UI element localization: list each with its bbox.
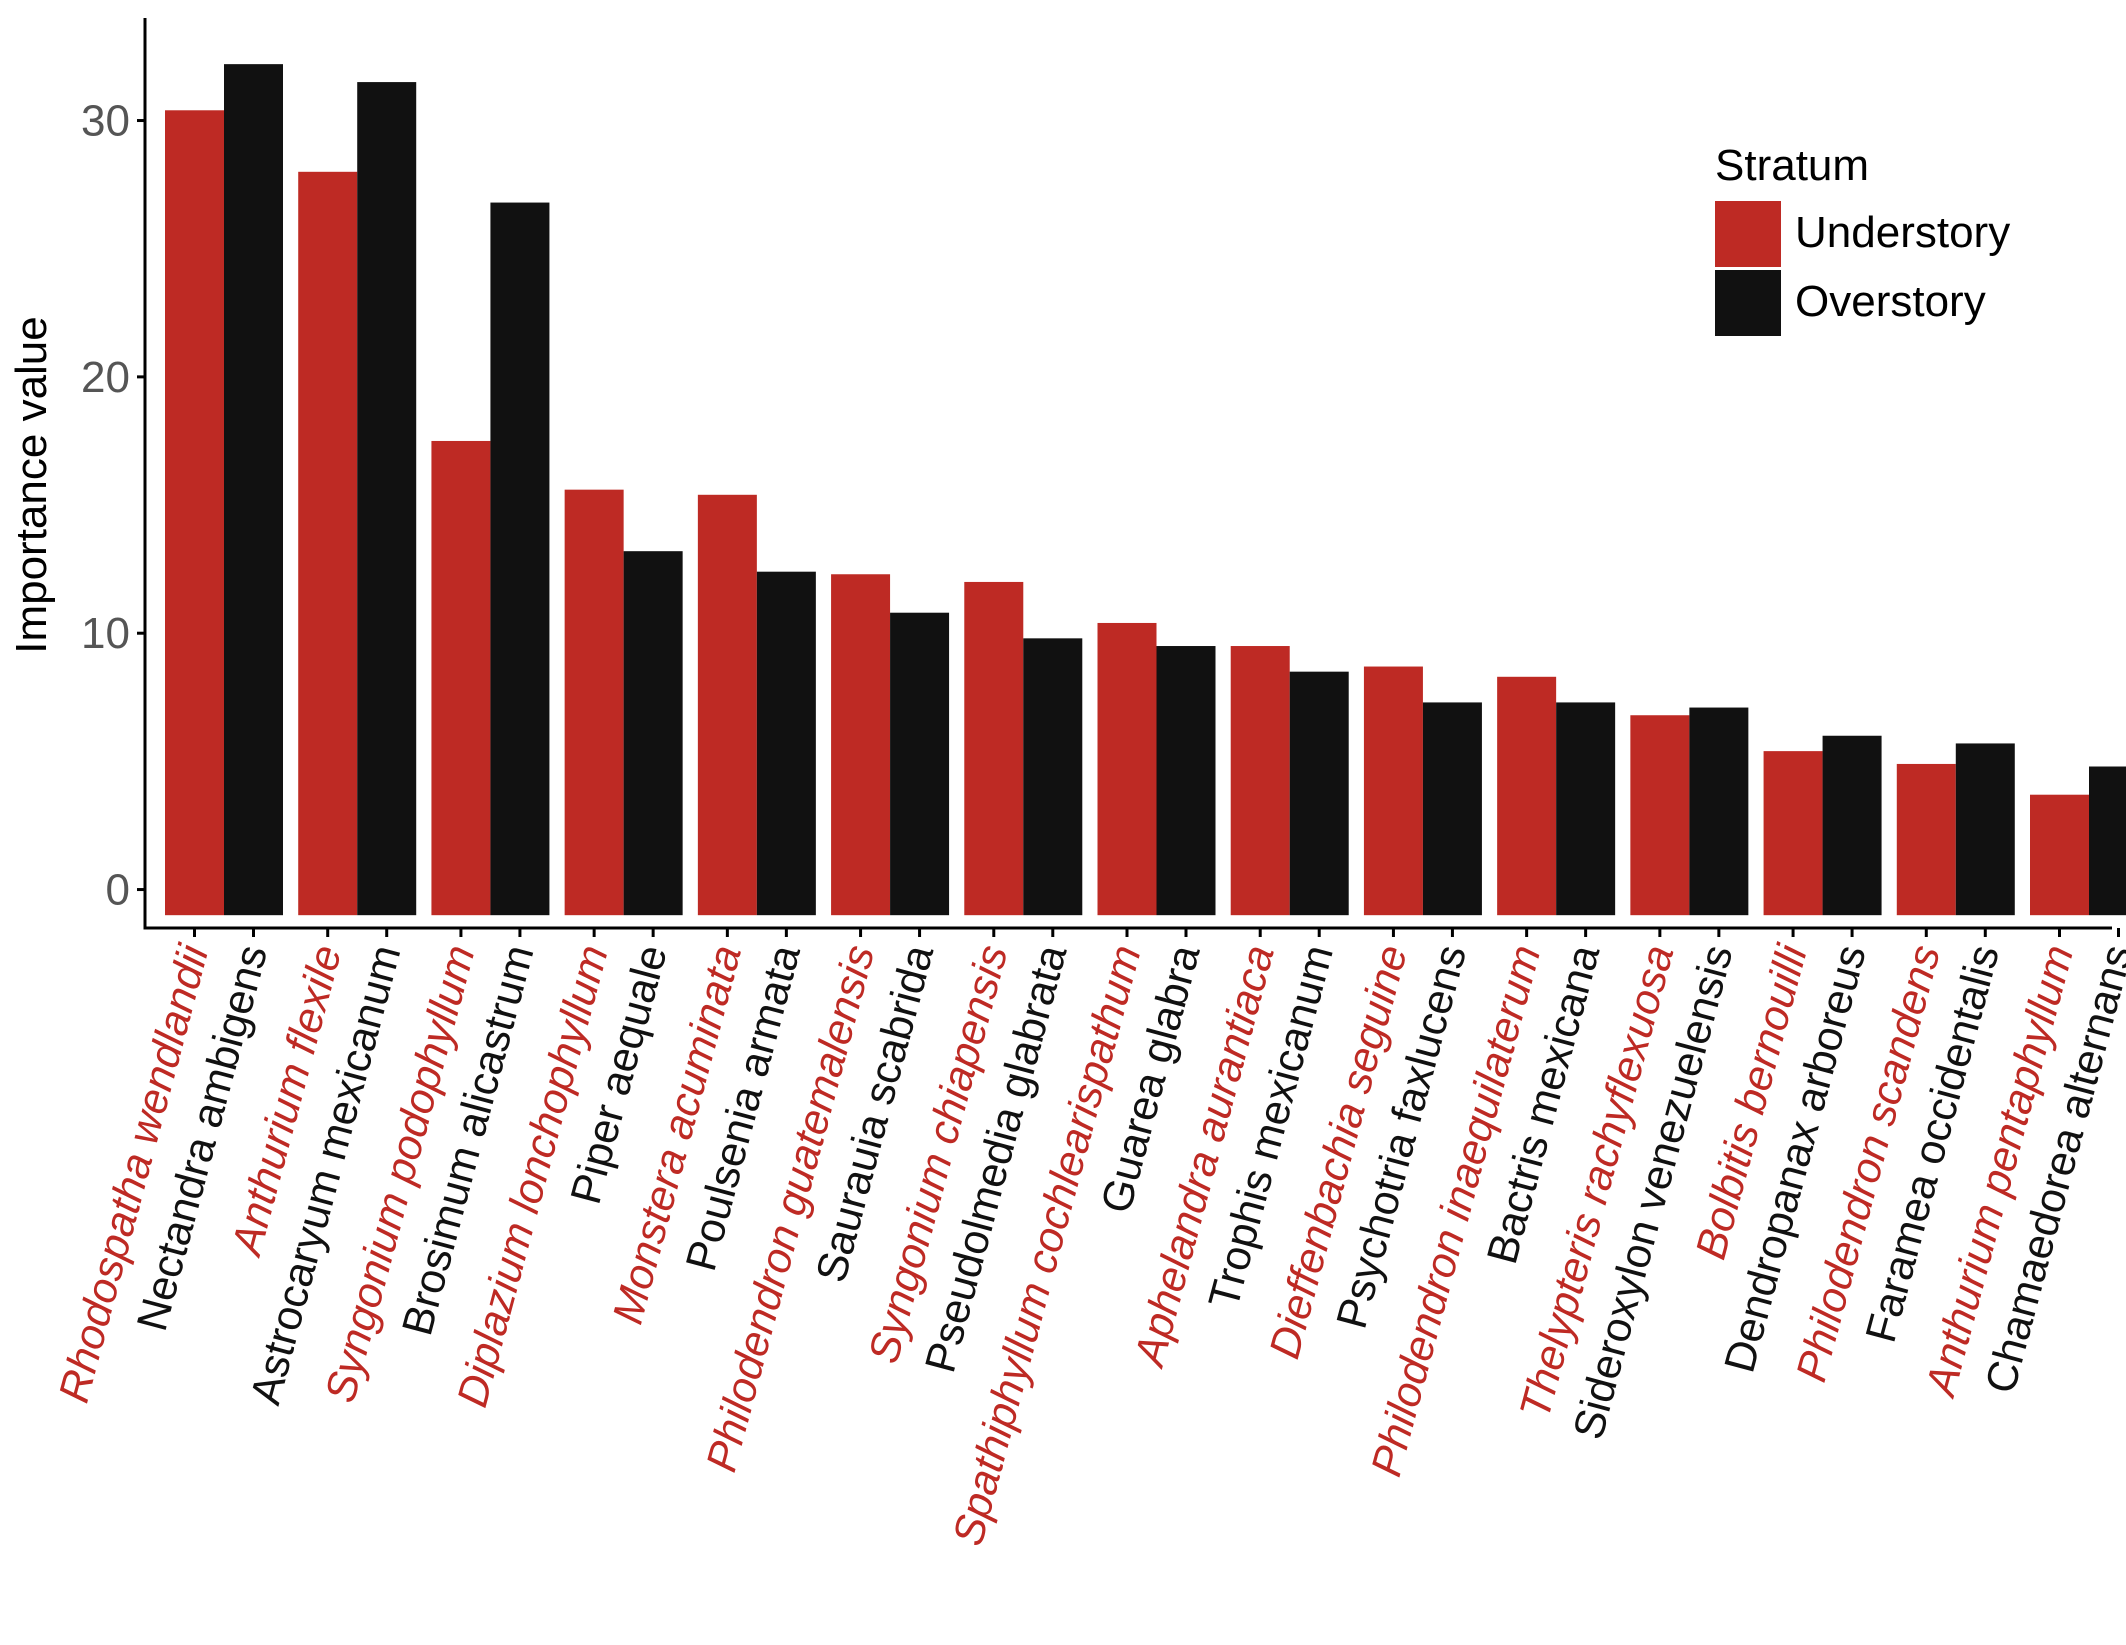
bar-understory-3: [431, 440, 491, 916]
bar-overstory-6: [890, 612, 950, 916]
bar-understory-13: [1763, 751, 1823, 916]
bar-understory-14: [1896, 763, 1956, 916]
bar-overstory-14: [1955, 743, 2015, 916]
y-axis-title: Importance value: [7, 316, 56, 654]
bar-understory-12: [1630, 715, 1690, 916]
legend-label-overstory: Overstory: [1795, 277, 1986, 326]
bar-overstory-13: [1822, 735, 1882, 916]
bar-overstory-8: [1156, 646, 1216, 916]
bar-understory-6: [831, 574, 891, 916]
bar-overstory-7: [1023, 638, 1083, 916]
y-tick-label: 10: [81, 609, 130, 658]
bar-understory-4: [564, 489, 624, 916]
legend-swatch-understory: [1715, 201, 1781, 267]
legend-title: Stratum: [1715, 141, 1869, 190]
bar-understory-15: [2030, 794, 2089, 916]
legend-label-understory: Understory: [1795, 208, 2010, 257]
bar-understory-11: [1497, 676, 1557, 916]
bar-understory-1: [165, 110, 224, 916]
bar-overstory-12: [1689, 707, 1749, 916]
bar-understory-8: [1097, 622, 1157, 916]
y-tick-label: 30: [81, 97, 130, 146]
y-tick-label: 20: [81, 353, 130, 402]
bar-overstory-5: [756, 571, 816, 916]
bar-understory-5: [697, 494, 757, 916]
bar-understory-2: [298, 171, 358, 916]
bar-overstory-2: [357, 82, 417, 916]
bar-understory-7: [964, 581, 1024, 916]
y-tick-label: 0: [106, 866, 130, 915]
bar-overstory-9: [1289, 671, 1349, 916]
bar-overstory-15: [2089, 766, 2126, 916]
bar-overstory-1: [224, 64, 283, 916]
legend-swatch-overstory: [1715, 270, 1781, 336]
bar-overstory-4: [623, 551, 683, 916]
bar-overstory-11: [1556, 702, 1616, 916]
bar-understory-10: [1363, 666, 1423, 916]
bar-overstory-3: [490, 202, 550, 916]
bar-understory-9: [1230, 646, 1290, 916]
y-ticks: 0 10 20 30: [81, 97, 145, 915]
bar-overstory-10: [1422, 702, 1482, 916]
legend: Stratum Understory Overstory: [1715, 141, 2010, 336]
bars-layer: [165, 64, 2126, 916]
